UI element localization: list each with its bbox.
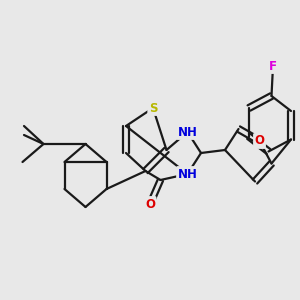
Text: NH: NH [178,167,197,181]
Text: O: O [254,134,265,148]
Text: S: S [149,101,157,115]
Text: F: F [269,59,277,73]
Text: O: O [145,197,155,211]
Text: NH: NH [178,125,197,139]
